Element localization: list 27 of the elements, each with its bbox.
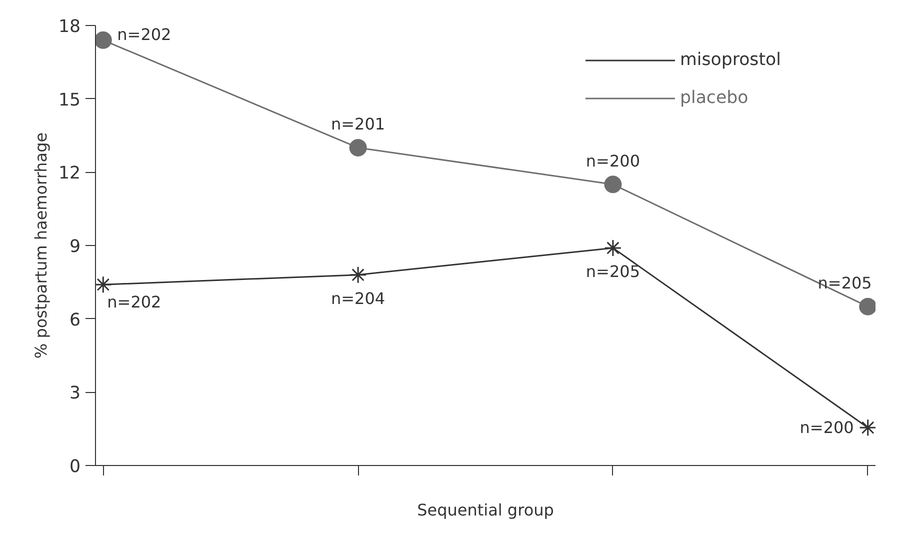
point: [96, 31, 112, 49]
point: [604, 176, 622, 194]
point: [859, 418, 876, 436]
y-tick-label: 6: [69, 310, 81, 330]
point: [859, 298, 876, 316]
y-tick-label: 15: [58, 90, 81, 110]
annotation: n=202: [117, 25, 172, 44]
annotation: n=205: [818, 274, 872, 293]
annotation: n=205: [586, 262, 640, 281]
annotation: n=201: [331, 114, 386, 134]
annotation: n=200: [586, 151, 640, 170]
annotation: n=204: [331, 288, 386, 308]
text: placebo: [680, 88, 748, 108]
x-axis-title: Sequential group: [417, 500, 554, 520]
annotation: n=202: [107, 292, 162, 312]
text: misoprostol: [680, 50, 781, 70]
point: [349, 266, 367, 284]
y-tick-label: 18: [58, 17, 81, 37]
y-axis-title: % postpartum haemorrhage: [31, 132, 50, 359]
point: [96, 276, 112, 294]
y-tick-label: 9: [69, 237, 81, 257]
point: [349, 138, 367, 156]
y-tick-label: 3: [69, 384, 81, 404]
y-tick-label: 0: [69, 457, 81, 477]
annotation: n=200: [800, 418, 854, 438]
point: [604, 239, 622, 257]
y-tick-label: 12: [58, 164, 81, 184]
